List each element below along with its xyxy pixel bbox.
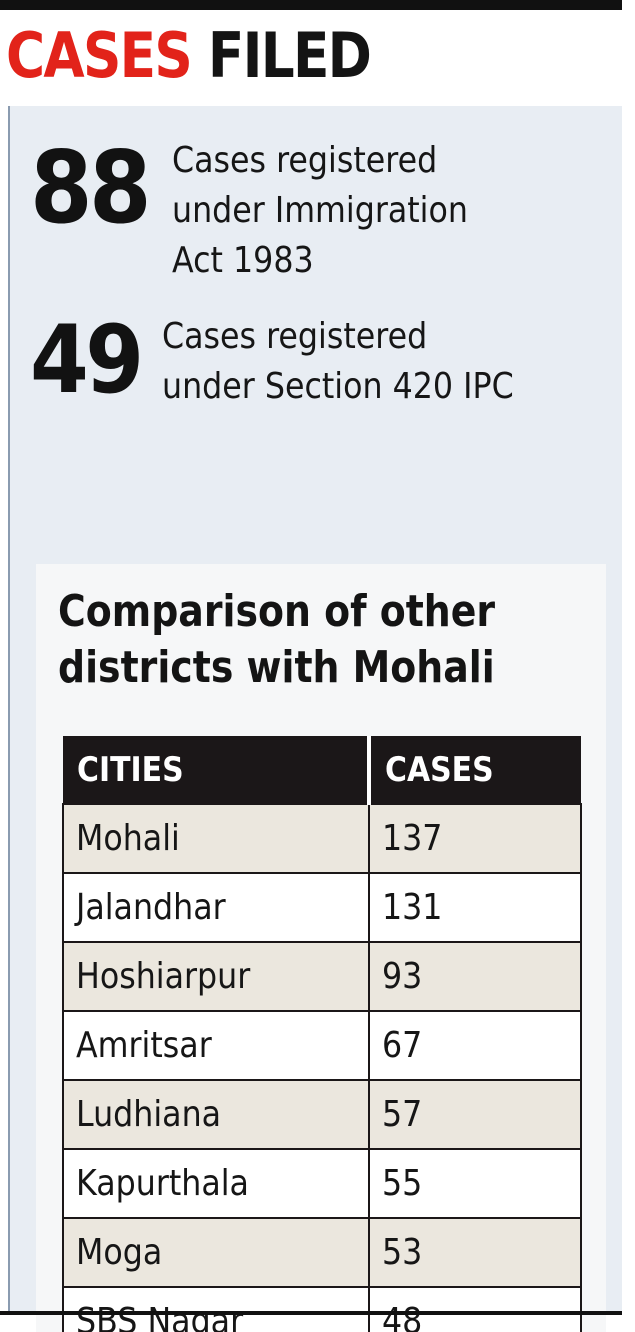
- city-cell: Moga: [62, 1217, 370, 1288]
- cases-cell: 55: [368, 1148, 582, 1219]
- comparison-title: Comparison of other districts with Mohal…: [58, 584, 540, 696]
- city-cell: Jalandhar: [62, 872, 370, 943]
- comparison-title-line: Comparison of other: [58, 586, 496, 637]
- table-row: SBS Nagar 48: [62, 1286, 582, 1332]
- table-header-row: CITIES CASES: [63, 736, 581, 804]
- table-row: Mohali 137: [62, 803, 582, 874]
- stat-line: under Section 420 IPC: [162, 366, 514, 407]
- stat-description: Cases registered under Section 420 IPC: [162, 312, 514, 412]
- cases-cell: 137: [368, 803, 582, 874]
- cases-cell: 57: [368, 1079, 582, 1150]
- stat-line: Act 1983: [172, 240, 314, 281]
- city-cell: Amritsar: [62, 1010, 370, 1081]
- cases-table: CITIES CASES Mohali 137 Jalandhar 131 Ho…: [62, 736, 582, 1332]
- city-cell: SBS Nagar: [62, 1286, 370, 1332]
- table-row: Kapurthala 55: [62, 1148, 582, 1219]
- comparison-title-line: districts with Mohali: [58, 642, 495, 693]
- city-cell: Mohali: [62, 803, 370, 874]
- city-cell: Ludhiana: [62, 1079, 370, 1150]
- info-panel: 88 Cases registered under Immigration Ac…: [8, 106, 622, 1332]
- column-header-cities: CITIES: [63, 736, 371, 804]
- cases-cell: 67: [368, 1010, 582, 1081]
- table-row: Jalandhar 131: [62, 872, 582, 943]
- stat-line: Cases registered: [162, 316, 428, 357]
- table-row: Hoshiarpur 93: [62, 941, 582, 1012]
- stat-number: 88: [30, 129, 152, 246]
- city-cell: Kapurthala: [62, 1148, 370, 1219]
- cases-cell: 48: [368, 1286, 582, 1332]
- headline: CASES FILED: [6, 16, 372, 96]
- comparison-card: Comparison of other districts with Mohal…: [36, 564, 606, 1332]
- table-row: Amritsar 67: [62, 1010, 582, 1081]
- table-row: Ludhiana 57: [62, 1079, 582, 1150]
- table-row: Moga 53: [62, 1217, 582, 1288]
- cases-cell: 131: [368, 872, 582, 943]
- headline-filed: FILED: [207, 19, 372, 92]
- city-cell: Hoshiarpur: [62, 941, 370, 1012]
- cases-cell: 53: [368, 1217, 582, 1288]
- stat-line: under Immigration: [172, 190, 468, 231]
- stat-number: 49: [30, 306, 144, 415]
- stat-description: Cases registered under Immigration Act 1…: [172, 136, 468, 286]
- stat-line: Cases registered: [172, 140, 438, 181]
- top-rule: [0, 0, 622, 10]
- column-header-cases: CASES: [385, 749, 494, 790]
- headline-cases: CASES: [6, 19, 193, 92]
- cases-cell: 93: [368, 941, 582, 1012]
- bottom-rule: [0, 1311, 622, 1315]
